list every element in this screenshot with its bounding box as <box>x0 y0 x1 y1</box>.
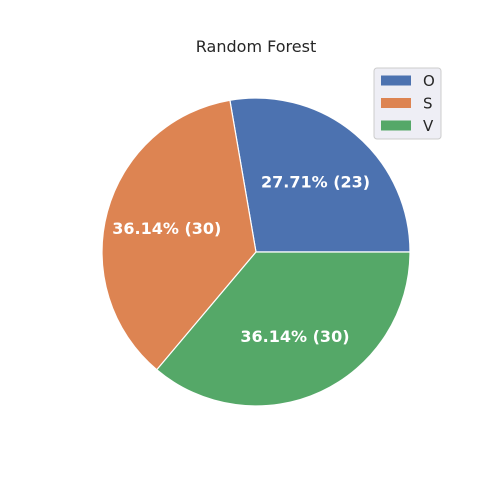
slice-label-s: 36.14% (30) <box>112 219 221 238</box>
pie-slice-s <box>101 99 257 371</box>
slice-label-v: 36.14% (30) <box>240 327 349 346</box>
legend-label-o: O <box>423 72 435 90</box>
chart-title: Random Forest <box>196 37 316 56</box>
legend: OSV <box>373 67 442 140</box>
slice-label-o: 27.71% (23) <box>261 172 370 191</box>
legend-swatch-v <box>381 120 411 131</box>
legend-label-v: V <box>423 117 434 135</box>
legend-swatch-o <box>381 75 411 86</box>
pie-slices <box>101 97 411 407</box>
pie-slice-v <box>155 251 411 407</box>
legend-label-s: S <box>423 95 433 113</box>
pie-slice-o <box>229 97 411 253</box>
legend-swatch-s <box>381 98 411 108</box>
slice-labels: 27.71% (23) 36.14% (30) 36.14% (30) <box>112 172 370 345</box>
